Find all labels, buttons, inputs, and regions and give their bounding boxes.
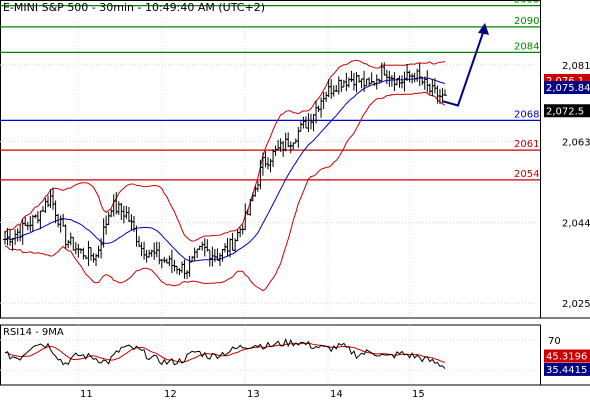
x-tick-label: 11 [80,389,93,400]
level-label-2054: 2054 [514,169,539,180]
x-tick-label: 15 [412,389,425,400]
projection-arrow-line [442,26,486,107]
y-tick-label: 2,025 [562,299,590,310]
y-tick-label: 2,044 [562,218,590,229]
level-label-2095: 2095 [514,0,539,6]
bollinger-upper [4,59,446,242]
chart-title: E-MINI S&P 500 - 30min - 10:49:40 AM (UT… [3,1,265,14]
x-tick-label: 14 [330,389,343,400]
price-badge-label: 2,072.5 [546,106,584,117]
rsi-badge-label: 45.3196 [546,352,587,363]
rsi-title: RSI14 - 9MA [3,327,64,338]
moving-average [4,77,446,262]
price-badge-label: 2,075.84 [546,83,590,94]
price-badge-bg [544,104,590,118]
level-label-2061: 2061 [514,139,539,150]
x-tick-label: 13 [247,389,260,400]
rsi-y-tick-label: 70 [548,336,561,347]
level-label-2068: 2068 [514,109,539,120]
projection-arrow-head [478,22,489,35]
bollinger-lower [4,91,446,292]
rsi-ma-line [4,342,446,363]
rsi-badge-bg [544,349,590,363]
level-label-2090: 2090 [514,16,539,27]
rsi-line [4,338,446,370]
rsi-badge-bg [544,362,590,376]
rsi-badge-label: 35.4415 [546,365,587,376]
price-badge-bg [544,81,590,95]
level-label-2084: 2084 [514,41,539,52]
y-tick-label: 2,063 [562,138,590,149]
x-tick-label: 12 [164,389,177,400]
y-tick-label: 2,081 [562,61,590,72]
